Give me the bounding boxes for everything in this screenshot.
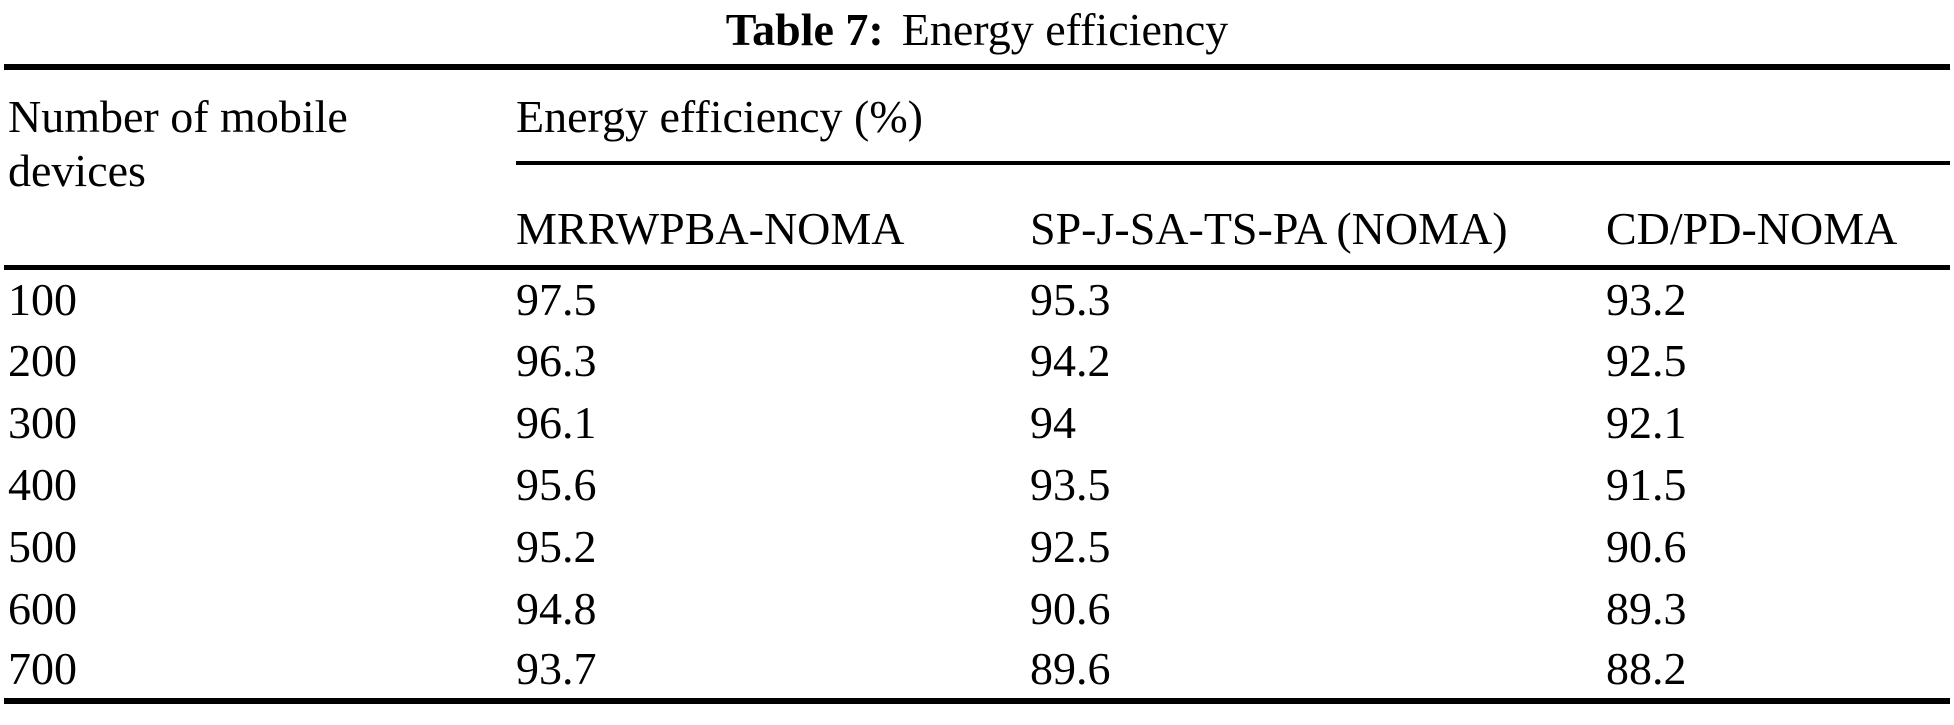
subheader-row: MRRWPBA-NOMA SP-J-SA-TS-PA (NOMA) CD/PD-…	[4, 163, 1951, 270]
sp-j-sa-ts-pa-noma-value-cell: 92.5	[1030, 520, 1111, 572]
device-count-cell: 400	[8, 458, 77, 510]
device-count-cell: 700	[8, 643, 77, 694]
energy-efficiency-table: Number of mobile devices Energy efficien…	[4, 64, 1951, 704]
cd-pd-noma-value-cell: 88.2	[1606, 643, 1687, 694]
table-row: 100 97.5 95.3 93.2	[4, 267, 1950, 329]
cd-pd-noma-value-cell: 93.2	[1606, 273, 1687, 325]
col-header-cd-pd-noma: CD/PD-NOMA	[1606, 163, 1951, 270]
mrrwpba-noma-value-cell: 96.3	[516, 334, 597, 386]
sp-j-sa-ts-pa-noma-value-cell: 90.6	[1030, 582, 1111, 634]
device-count-cell: 300	[8, 396, 77, 448]
sp-j-sa-ts-pa-noma-value-cell: 89.6	[1030, 643, 1111, 694]
table-row: 600 94.8 90.6 89.3	[4, 577, 1950, 639]
device-count-cell: 600	[8, 582, 77, 634]
cd-pd-noma-value-cell: 92.5	[1606, 334, 1687, 386]
mrrwpba-noma-value-cell: 97.5	[516, 273, 597, 325]
mrrwpba-noma-value-cell: 95.6	[516, 458, 597, 510]
mrrwpba-noma-value-cell: 95.2	[516, 520, 597, 572]
table-caption: Table 7: Energy efficiency	[0, 2, 1954, 58]
cd-pd-noma-value-cell: 92.1	[1606, 396, 1687, 448]
device-count-cell: 500	[8, 520, 77, 572]
cd-pd-noma-value-cell: 90.6	[1606, 520, 1687, 572]
table-row: 300 96.1 94 92.1	[4, 391, 1950, 453]
sp-j-sa-ts-pa-noma-value-cell: 93.5	[1030, 458, 1111, 510]
table-row: 500 95.2 92.5 90.6	[4, 515, 1950, 577]
device-count-cell: 100	[8, 273, 77, 325]
col-header-devices-label: Number of mobile devices	[8, 91, 348, 196]
mrrwpba-noma-value-cell: 96.1	[516, 396, 597, 448]
cd-pd-noma-value-cell: 89.3	[1606, 582, 1687, 634]
caption-label: Table 7:	[725, 4, 884, 55]
table-row: 400 95.6 93.5 91.5	[4, 453, 1950, 515]
device-count-cell: 200	[8, 334, 77, 386]
sp-j-sa-ts-pa-noma-value-cell: 94.2	[1030, 334, 1111, 386]
caption-text: Energy efficiency	[901, 4, 1229, 55]
mrrwpba-noma-value-cell: 93.7	[516, 643, 597, 694]
col-header-sp-j-sa-ts-pa-noma: SP-J-SA-TS-PA (NOMA)	[1030, 163, 1606, 270]
group-header-energy-efficiency: Energy efficiency (%)	[516, 67, 1951, 165]
table-row: 200 96.3 94.2 92.5	[4, 329, 1950, 391]
sp-j-sa-ts-pa-noma-value-cell: 95.3	[1030, 273, 1111, 325]
table-row: 700 93.7 89.6 88.2	[4, 639, 1950, 701]
mrrwpba-noma-value-cell: 94.8	[516, 582, 597, 634]
col-header-mrrwpba-noma: MRRWPBA-NOMA	[516, 163, 1030, 270]
col-header-devices: Number of mobile devices	[4, 67, 516, 270]
sp-j-sa-ts-pa-noma-value-cell: 94	[1030, 396, 1076, 448]
cd-pd-noma-value-cell: 91.5	[1606, 458, 1687, 510]
group-header-row: Number of mobile devices Energy efficien…	[4, 67, 1951, 270]
